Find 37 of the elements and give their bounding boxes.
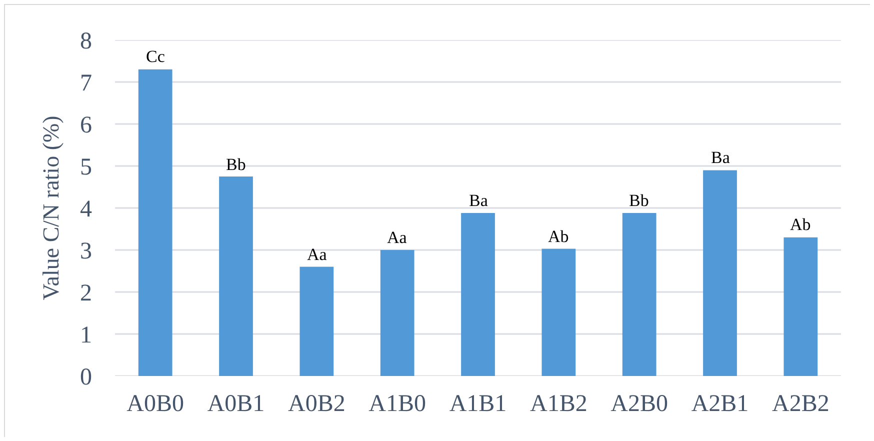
x-tick-label: A1B2: [530, 391, 588, 417]
bar: [461, 213, 495, 376]
y-tick-label: 2: [80, 280, 92, 306]
annotation: Aa: [387, 228, 408, 247]
y-tick-label: 4: [80, 196, 92, 222]
x-tick-label: A0B0: [126, 391, 184, 417]
annotation: Aa: [307, 245, 328, 264]
x-tick-label: A2B2: [772, 391, 830, 417]
y-axis-title: Value C/N ratio (%): [38, 116, 64, 300]
annotation: Bb: [226, 155, 246, 174]
annotation: Ab: [548, 227, 569, 246]
bar: [300, 266, 334, 376]
x-tick-label: A0B2: [288, 391, 346, 417]
bar: [703, 170, 737, 376]
x-tick-label: A2B1: [691, 391, 749, 417]
bar: [784, 237, 818, 376]
bar: [380, 250, 414, 376]
y-tick-label: 6: [80, 112, 92, 138]
annotation: Ba: [711, 148, 730, 167]
x-tick-label: A2B0: [610, 391, 668, 417]
annotation: Bb: [629, 191, 649, 210]
y-tick-label: 5: [80, 154, 92, 180]
bar: [542, 248, 576, 376]
bar: [622, 213, 656, 376]
annotation: Cc: [146, 47, 166, 66]
y-tick-label: 7: [80, 70, 92, 96]
x-tick-label: A1B0: [368, 391, 426, 417]
y-tick-label: 0: [80, 364, 92, 390]
bar: [219, 176, 253, 376]
annotation: Ba: [469, 191, 488, 210]
y-tick-label: 8: [80, 28, 92, 54]
bar: [138, 69, 172, 376]
x-tick-label: A1B1: [449, 391, 507, 417]
x-tick-label: A0B1: [207, 391, 265, 417]
y-tick-label: 1: [80, 322, 92, 348]
y-tick-label: 3: [80, 238, 92, 264]
annotation: Ab: [790, 215, 811, 234]
